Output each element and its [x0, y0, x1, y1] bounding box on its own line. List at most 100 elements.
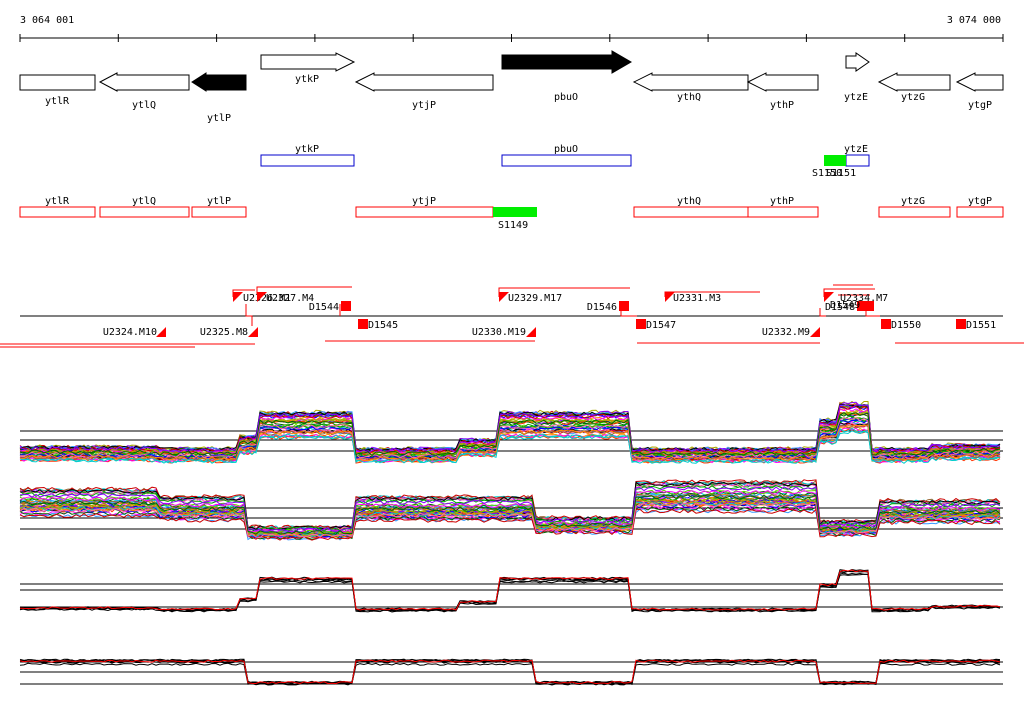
minus-box-ytjP[interactable]: ytjP — [355, 196, 494, 218]
gene-ythP[interactable]: ythP — [746, 72, 819, 111]
gene-ytgP[interactable]: ytgP — [955, 72, 1004, 111]
gene-label: ythQ — [677, 92, 701, 103]
segment-label: S1151 — [826, 168, 856, 179]
upper-feature-U2329.M17[interactable]: U2329.M17 — [499, 292, 562, 304]
gene-ytjP[interactable]: ytjP — [354, 72, 494, 111]
feature-label: U2326.M1 — [243, 293, 291, 304]
upper-feature-U2331.M3[interactable]: U2331.M3 — [665, 292, 721, 304]
expression-profile — [19, 486, 1001, 533]
feature-label: D1547 — [646, 320, 676, 331]
box-label: pbuO — [554, 144, 578, 155]
feature-label: D1551 — [966, 320, 996, 331]
expression-profile — [19, 424, 1001, 462]
lower-feature-U2325.M8[interactable]: U2325.M8 — [200, 327, 258, 338]
expression-profile — [20, 417, 1001, 459]
gene-pbuO[interactable]: pbuO — [501, 50, 632, 103]
gene-label: ytzE — [844, 92, 868, 103]
minus-box-ytlP[interactable]: ytlP — [191, 196, 247, 218]
plus-box-ytkP[interactable]: ytkP — [260, 144, 355, 167]
feature-label: U2330.M19 — [472, 327, 526, 338]
minus-box-ytlR[interactable]: ytlR — [19, 196, 96, 218]
feature-label: U2324.M10 — [103, 327, 157, 338]
plus-box-pbuO[interactable]: pbuO — [501, 144, 632, 167]
gene-ytzG[interactable]: ytzG — [877, 72, 951, 103]
upper-feature-D1544[interactable]: D1544 — [309, 301, 351, 313]
lower-feature-U2324.M10[interactable]: U2324.M10 — [103, 327, 166, 338]
feature-label: U2329.M17 — [508, 293, 562, 304]
lower-feature-D1547[interactable]: D1547 — [636, 319, 676, 331]
upper-feature-D1546[interactable]: D1546 — [587, 301, 629, 313]
gene-ytzE[interactable]: ytzE — [844, 52, 870, 103]
box-label: ytgP — [968, 196, 992, 207]
box-label: ytzG — [901, 196, 925, 207]
expression-profile — [19, 573, 1001, 613]
gene-label: ytlQ — [132, 100, 156, 111]
plus-segment-S1150[interactable]: S1150 — [812, 155, 846, 179]
expression-profile — [19, 659, 1001, 685]
expression-profile — [19, 411, 1001, 456]
gene-ythQ[interactable]: ythQ — [632, 72, 749, 103]
expression-profile — [19, 489, 1001, 534]
expression-panel-plus-all — [19, 400, 1003, 464]
gene-ytkP[interactable]: ytkP — [260, 52, 356, 85]
feature-label: U2334.M7 — [840, 293, 888, 304]
expression-profile — [19, 570, 1001, 612]
gene-ytlP[interactable]: ytlP — [191, 72, 247, 124]
lower-feature-U2330.M19[interactable]: U2330.M19 — [472, 327, 536, 338]
expression-profile — [19, 494, 1001, 535]
expression-profile — [19, 658, 1001, 684]
box-label: ytjP — [412, 196, 436, 207]
lower-feature-D1545[interactable]: D1545 — [358, 319, 398, 331]
expression-panel-minus-summary — [19, 658, 1003, 686]
expression-profile — [19, 502, 1001, 539]
feature-label: D1548 — [825, 302, 855, 313]
coordinate-ruler: 3 064 001 3 074 000 — [19, 15, 1004, 42]
feature-label: D1545 — [368, 320, 398, 331]
end-coordinate: 3 074 000 — [947, 15, 1001, 26]
feature-label: U2332.M9 — [762, 327, 810, 338]
feature-label: D1546 — [587, 302, 617, 313]
upper-feature-U2334.M7[interactable]: U2334.M7 — [824, 292, 888, 304]
minus-box-ytzG[interactable]: ytzG — [878, 196, 951, 218]
expression-profile — [19, 570, 1001, 612]
upper-feature-U2327.M4[interactable]: U2327.M4 — [257, 292, 314, 304]
minus-box-ythP[interactable]: ythP — [747, 196, 819, 218]
box-label: ythQ — [677, 196, 701, 207]
plus-box-ytzE[interactable]: ytzE — [844, 144, 870, 167]
minus-box-ythQ[interactable]: ythQ — [633, 196, 749, 218]
box-label: ytlR — [45, 196, 70, 207]
minus-box-ytgP[interactable]: ytgP — [956, 196, 1004, 218]
lower-feature-U2332.M9[interactable]: U2332.M9 — [762, 327, 820, 338]
gene-label: ytjP — [412, 100, 436, 111]
expression-profile — [19, 479, 1001, 530]
minus-box-ytlQ[interactable]: ytlQ — [99, 196, 190, 218]
expression-profile — [19, 498, 1001, 537]
feature-label: U2327.M4 — [266, 293, 314, 304]
minus-segment-S1149[interactable]: S1149 — [493, 207, 537, 231]
expression-profile — [19, 430, 1001, 464]
expression-profile — [19, 404, 1001, 453]
plus-segment-S1151[interactable]: S1151 — [826, 168, 856, 179]
segment-label: S1149 — [498, 220, 528, 231]
feature-track: U2326.M1 U2327.M4 U2329.M17 U2331.M3 U23… — [0, 284, 1024, 348]
feature-label: D1549 — [830, 300, 860, 311]
box-label: ytkP — [295, 144, 319, 155]
upper-feature-D1548[interactable]: D1548 — [825, 301, 867, 313]
upper-feature-U2326.M1[interactable]: U2326.M1 — [233, 292, 291, 304]
expression-profile — [19, 508, 1001, 541]
gene-label: ytkP — [295, 74, 319, 85]
ruler-ticks — [19, 34, 1004, 42]
minus-strand-track: ytlR ytlQ ytlP ytjP ythQ ythP ytzG ytgP — [19, 196, 1004, 231]
lower-feature-D1550[interactable]: D1550 — [881, 319, 921, 331]
feature-label: U2325.M8 — [200, 327, 248, 338]
upper-feature-D1549[interactable]: D1549 — [830, 300, 874, 311]
feature-label: D1550 — [891, 320, 921, 331]
gene-label: ytzG — [901, 92, 925, 103]
gene-ytlR[interactable]: ytlR — [19, 74, 96, 107]
expression-profile — [19, 660, 1001, 685]
gene-ytlQ[interactable]: ytlQ — [98, 72, 190, 111]
box-label: ytzE — [844, 144, 868, 155]
gene-label: ythP — [770, 100, 794, 111]
lower-feature-D1551[interactable]: D1551 — [956, 319, 996, 331]
plus-strand-track: ytkP pbuO ytzE S1150 S1151 — [260, 144, 870, 179]
